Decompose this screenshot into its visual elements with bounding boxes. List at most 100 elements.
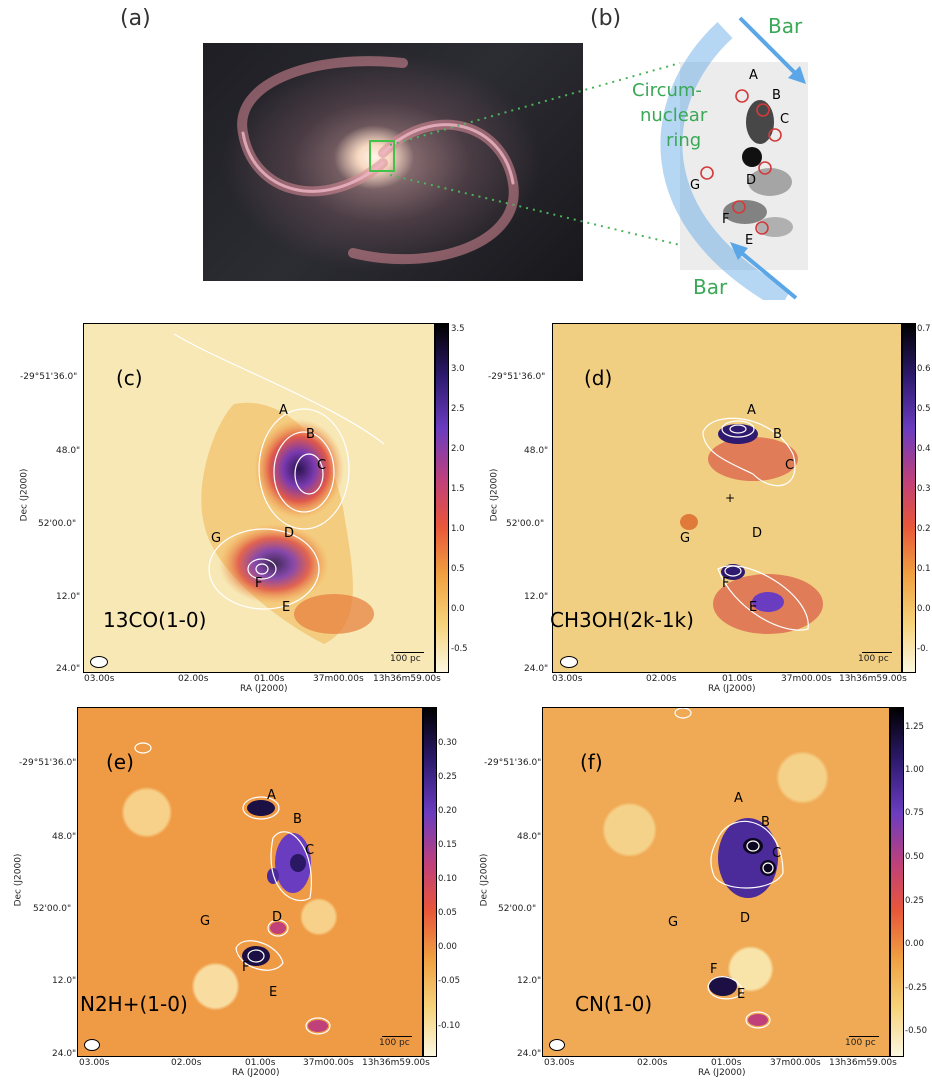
panel-d-colorbar <box>902 323 916 673</box>
panel-c-region-D: D <box>284 526 295 541</box>
panel-e-ytick-3: 12.0" <box>52 976 77 986</box>
panel-e-xtick-3: 37m00.00s <box>303 1058 354 1068</box>
panel-f-scalebar: 100 pc <box>845 1038 876 1048</box>
panel-d-xtick-4: 13h36m59.00s <box>839 674 907 684</box>
panel-d-ytick-1: 48.0" <box>524 446 549 456</box>
panel-f-xtick-4: 13h36m59.00s <box>829 1058 897 1068</box>
bar-label-top: Bar <box>768 14 803 38</box>
panel-c-cb-2: 2.5 <box>451 404 465 414</box>
panel-c-xtick-4: 13h36m59.00s <box>373 674 441 684</box>
map-panel-e <box>77 707 423 1057</box>
panel-d-xtick-2: 01.00s <box>722 674 753 684</box>
map-panel-f <box>542 707 890 1057</box>
panel-e-cb-4: 0.10 <box>438 874 457 884</box>
panel-f-cb-6: -0.25 <box>905 983 927 993</box>
panel-c-region-A: A <box>279 403 288 418</box>
panel-e-cb-1: 0.25 <box>438 772 457 782</box>
panel-f-region-A: A <box>734 791 743 806</box>
panel-e-cb-2: 0.20 <box>438 806 457 816</box>
panel-c-id: (c) <box>116 366 143 390</box>
panel-d-cb-8: -0. <box>917 644 929 654</box>
map-d-emission: + <box>680 417 823 634</box>
panel-d-region-D: D <box>752 526 763 541</box>
panel-d-xtick-0: 03.00s <box>552 674 583 684</box>
ring-label-line1: Circum- <box>632 80 702 101</box>
panel-f-beam <box>549 1039 565 1051</box>
zoom-region-C: C <box>780 112 790 127</box>
panel-e-ylabel: Dec (J2000) <box>13 853 24 907</box>
panel-c-colorbar <box>435 323 449 673</box>
panel-e-scalebar-line <box>382 1036 412 1037</box>
panel-f-id: (f) <box>580 750 603 774</box>
zoom-region-E: E <box>745 233 754 248</box>
map-panel-d: + <box>552 323 902 673</box>
panel-label-b: (b) <box>590 6 622 31</box>
panel-f-ylabel: Dec (J2000) <box>479 853 490 907</box>
panel-e-beam <box>84 1039 100 1051</box>
panel-e-region-B: B <box>293 812 302 827</box>
panel-d-ytick-4: 24.0" <box>524 664 549 674</box>
panel-d-scalebar-line <box>862 652 892 653</box>
panel-f-region-G: G <box>668 915 679 930</box>
zoom-region-A: A <box>749 68 758 83</box>
panel-e-region-D: D <box>272 910 283 925</box>
panel-e-xtick-2: 01.00s <box>245 1058 276 1068</box>
panel-d-region-B: B <box>773 427 782 442</box>
panel-f-xtick-0: 03.00s <box>544 1058 575 1068</box>
panel-e-id: (e) <box>106 750 134 774</box>
panel-c-region-F: F <box>255 576 263 591</box>
panel-d-ylabel: Dec (J2000) <box>489 468 500 522</box>
panel-d-region-A: A <box>747 403 756 418</box>
panel-f-scalebar-line <box>849 1036 879 1037</box>
bar-label-bottom: Bar <box>693 275 728 299</box>
panel-c-region-C: C <box>317 458 327 473</box>
panel-f-xtick-2: 01.00s <box>711 1058 742 1068</box>
panel-c-cb-7: 0.0 <box>451 604 465 614</box>
panel-d-xtick-1: 02.00s <box>646 674 677 684</box>
panel-e-cb-6: 0.00 <box>438 942 457 952</box>
panel-d-cb-0: 0.7 <box>917 324 931 334</box>
panel-e-cb-8: -0.10 <box>438 1021 460 1031</box>
panel-c-xtick-0: 03.00s <box>84 674 115 684</box>
zoom-region-B: B <box>772 88 781 103</box>
panel-c-cb-0: 3.5 <box>451 324 465 334</box>
panel-d-molecule: CH3OH(2k-1k) <box>550 608 694 632</box>
panel-f-cb-2: 0.75 <box>905 808 924 818</box>
panel-c-cb-4: 1.5 <box>451 484 465 494</box>
panel-d-ytick-3: 12.0" <box>524 592 549 602</box>
panel-c-cb-6: 0.5 <box>451 564 465 574</box>
panel-d-xlabel: RA (J2000) <box>708 684 756 694</box>
panel-f-region-B: B <box>761 815 770 830</box>
panel-e-scalebar: 100 pc <box>379 1038 410 1048</box>
panel-d-region-G: G <box>680 531 691 546</box>
panel-e-xtick-1: 02.00s <box>171 1058 202 1068</box>
panel-f-ytick-1: 48.0" <box>517 832 542 842</box>
zoom-region-F: F <box>722 212 730 227</box>
panel-f-ytick-2: 52'00.0" <box>498 904 537 914</box>
panel-c-xtick-3: 37m00.00s <box>313 674 364 684</box>
panel-d-cb-5: 0.2 <box>917 524 931 534</box>
panel-e-colorbar <box>423 707 437 1057</box>
panel-e-ytick-0: -29°51'36.0" <box>19 758 77 768</box>
map-e-emission <box>134 742 331 1035</box>
panel-d-ytick-2: 52'00.0" <box>506 519 545 529</box>
galaxy-image <box>203 43 583 281</box>
zoom-connector-lines <box>390 62 681 246</box>
panel-c-ytick-2: 52'00.0" <box>38 519 77 529</box>
panel-f-ytick-4: 24.0" <box>517 1049 542 1059</box>
galaxy-spiral-arms <box>237 56 519 265</box>
panel-f-cb-7: -0.50 <box>905 1026 927 1036</box>
panel-e-region-G: G <box>200 914 211 929</box>
map-c-emission <box>173 333 385 644</box>
panel-c-beam <box>90 656 108 668</box>
panel-d-xtick-3: 37m00.00s <box>781 674 832 684</box>
panel-d-ytick-0: -29°51'36.0" <box>488 372 546 382</box>
panel-f-molecule: CN(1-0) <box>575 992 653 1016</box>
panel-f-region-C: C <box>772 846 782 861</box>
panel-f-region-D: D <box>740 911 751 926</box>
panel-e-xlabel: RA (J2000) <box>232 1068 280 1078</box>
panel-d-beam <box>560 656 578 668</box>
panel-c-scalebar-line <box>394 652 424 653</box>
panel-f-cb-0: 1.25 <box>905 722 924 732</box>
panel-d-region-F: F <box>722 576 730 591</box>
